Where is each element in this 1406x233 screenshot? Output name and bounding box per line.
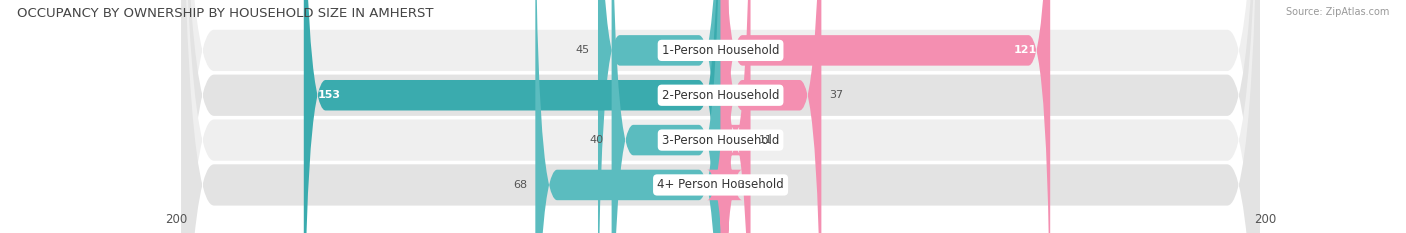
Text: 2-Person Household: 2-Person Household [662,89,779,102]
Text: Source: ZipAtlas.com: Source: ZipAtlas.com [1285,7,1389,17]
FancyBboxPatch shape [181,0,1260,233]
FancyBboxPatch shape [721,0,821,233]
FancyBboxPatch shape [181,0,1260,233]
FancyBboxPatch shape [721,0,1050,233]
Text: 40: 40 [589,135,603,145]
FancyBboxPatch shape [181,0,1260,233]
FancyBboxPatch shape [612,0,721,233]
Text: 11: 11 [759,135,773,145]
Text: 121: 121 [1014,45,1036,55]
FancyBboxPatch shape [598,0,721,233]
Text: 4+ Person Household: 4+ Person Household [657,178,785,192]
Text: 37: 37 [830,90,844,100]
Text: 3-Person Household: 3-Person Household [662,134,779,147]
Text: OCCUPANCY BY OWNERSHIP BY HOUSEHOLD SIZE IN AMHERST: OCCUPANCY BY OWNERSHIP BY HOUSEHOLD SIZE… [17,7,433,20]
FancyBboxPatch shape [181,0,1260,233]
Text: 68: 68 [513,180,527,190]
Text: 153: 153 [318,90,340,100]
FancyBboxPatch shape [304,0,721,233]
Text: 1-Person Household: 1-Person Household [662,44,779,57]
Text: 3: 3 [737,180,744,190]
FancyBboxPatch shape [707,0,742,233]
Text: 45: 45 [575,45,591,55]
FancyBboxPatch shape [536,0,721,233]
FancyBboxPatch shape [721,0,751,233]
